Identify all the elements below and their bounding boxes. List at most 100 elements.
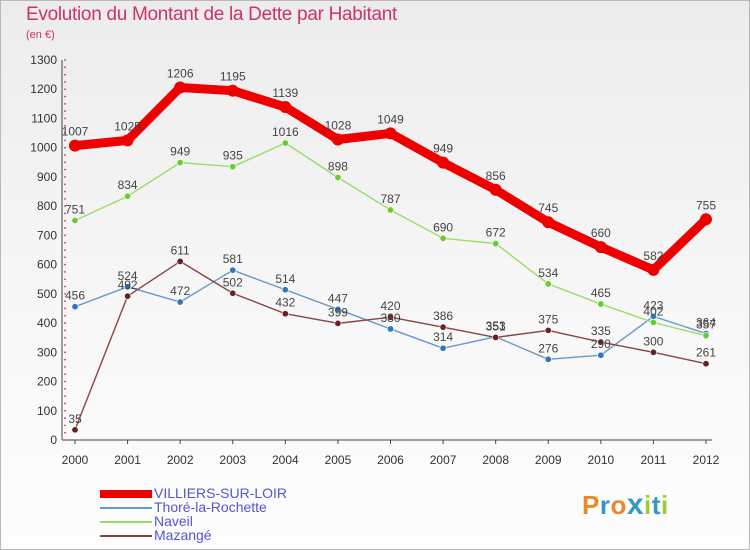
data-point-villiers-sur-loir xyxy=(69,139,81,152)
y-minor-tick xyxy=(64,219,66,222)
data-label-villiers-sur-loir: 1195 xyxy=(220,70,246,84)
y-minor-tick xyxy=(64,271,66,273)
data-point-thor-la-rochette xyxy=(281,286,289,294)
data-point-thor-la-rochette xyxy=(71,303,79,311)
data-label-thor-la-rochette: 314 xyxy=(433,330,453,344)
legend-item: VILLIERS-SUR-LOIR xyxy=(100,485,360,502)
data-point-mazang- xyxy=(176,257,184,265)
legend-item: Naveil xyxy=(100,513,360,530)
y-minor-tick xyxy=(64,439,66,441)
data-label-naveil: 465 xyxy=(591,286,611,300)
data-point-naveil xyxy=(176,159,184,167)
data-point-villiers-sur-loir xyxy=(174,81,187,94)
data-label-thor-la-rochette: 353 xyxy=(486,319,506,333)
data-label-villiers-sur-loir: 660 xyxy=(591,226,611,240)
data-label-thor-la-rochette: 447 xyxy=(328,291,348,305)
y-minor-tick xyxy=(64,387,66,390)
y-minor-tick xyxy=(64,285,66,288)
data-label-villiers-sur-loir: 755 xyxy=(696,198,716,212)
y-minor-tick xyxy=(64,402,66,405)
logo-letter: r xyxy=(599,490,611,520)
y-minor-tick xyxy=(64,168,66,171)
data-label-thor-la-rochette: 364 xyxy=(696,316,716,330)
data-label-villiers-sur-loir: 1139 xyxy=(272,86,298,100)
x-tick-label: 2004 xyxy=(272,453,299,467)
y-minor-tick xyxy=(64,351,66,354)
data-label-villiers-sur-loir: 582 xyxy=(643,249,663,263)
x-tick-label: 2009 xyxy=(535,453,562,467)
data-label-mazang-: 35 xyxy=(68,412,82,426)
data-point-naveil xyxy=(386,206,394,214)
chart-title: Evolution du Montant de la Dette par Hab… xyxy=(26,4,397,25)
y-minor-tick xyxy=(64,366,66,368)
y-tick-label: 400 xyxy=(37,316,57,330)
y-tick-label: 600 xyxy=(37,258,57,272)
data-point-naveil xyxy=(544,280,552,288)
data-point-villiers-sur-loir xyxy=(489,183,502,196)
y-tick-label: 500 xyxy=(37,287,57,301)
logo-letter: i xyxy=(644,490,652,520)
data-point-mazang- xyxy=(124,292,132,300)
x-tick-label: 2005 xyxy=(325,453,352,467)
x-tick-label: 2006 xyxy=(377,453,404,467)
data-point-thor-la-rochette xyxy=(176,298,184,306)
data-label-mazang-: 335 xyxy=(591,324,611,338)
x-tick-label: 2008 xyxy=(482,453,509,467)
logo-letter: o xyxy=(610,490,627,520)
data-point-naveil xyxy=(492,240,500,248)
y-minor-tick xyxy=(64,59,66,61)
data-label-naveil: 787 xyxy=(380,192,400,206)
y-minor-tick xyxy=(64,234,66,237)
data-label-villiers-sur-loir: 1025 xyxy=(114,119,141,133)
data-point-villiers-sur-loir xyxy=(700,213,712,226)
data-label-thor-la-rochette: 524 xyxy=(118,269,138,283)
data-label-villiers-sur-loir: 1049 xyxy=(377,112,404,126)
y-minor-tick xyxy=(64,95,66,98)
data-label-naveil: 690 xyxy=(433,220,453,234)
y-minor-tick xyxy=(64,117,66,120)
y-minor-tick xyxy=(64,431,66,434)
logo-letter: P xyxy=(582,490,600,520)
y-minor-tick xyxy=(64,205,66,208)
x-tick-label: 2011 xyxy=(641,453,667,467)
y-minor-tick xyxy=(64,358,66,361)
y-minor-tick xyxy=(64,300,66,303)
y-tick-label: 1000 xyxy=(30,141,57,155)
y-minor-tick xyxy=(64,278,66,281)
data-point-villiers-sur-loir xyxy=(594,241,607,254)
logo-letter: t xyxy=(651,490,661,520)
data-label-villiers-sur-loir: 1206 xyxy=(167,66,194,80)
data-point-mazang- xyxy=(544,326,552,334)
data-label-thor-la-rochette: 290 xyxy=(591,337,611,351)
y-minor-tick xyxy=(64,183,66,186)
legend-swatch xyxy=(100,507,152,509)
data-label-villiers-sur-loir: 856 xyxy=(486,169,506,183)
data-label-naveil: 534 xyxy=(538,266,558,280)
y-minor-tick xyxy=(64,176,66,178)
data-label-mazang-: 351 xyxy=(486,319,506,333)
data-point-thor-la-rochette xyxy=(334,305,342,313)
data-point-thor-la-rochette xyxy=(439,344,447,352)
y-minor-tick xyxy=(64,66,66,69)
data-point-mazang- xyxy=(649,348,657,356)
data-point-mazang- xyxy=(439,323,447,331)
data-point-mazang- xyxy=(71,426,79,434)
y-minor-tick xyxy=(64,336,66,339)
data-label-mazang-: 502 xyxy=(223,275,243,289)
data-point-villiers-sur-loir xyxy=(121,134,134,147)
data-label-naveil: 898 xyxy=(328,160,348,174)
data-label-mazang-: 261 xyxy=(696,346,716,360)
y-minor-tick xyxy=(64,146,66,149)
data-label-naveil: 402 xyxy=(643,304,663,318)
legend-item: Mazangé xyxy=(100,527,360,544)
y-minor-tick xyxy=(64,161,66,164)
data-label-naveil: 1016 xyxy=(272,125,299,139)
data-point-naveil xyxy=(71,216,79,224)
data-point-naveil xyxy=(229,163,237,171)
y-minor-tick xyxy=(64,102,66,105)
y-minor-tick xyxy=(64,424,66,427)
data-label-naveil: 357 xyxy=(696,318,716,332)
data-label-mazang-: 375 xyxy=(538,312,558,326)
data-point-naveil xyxy=(649,318,657,326)
legend-item: Thoré-la-Rochette xyxy=(100,499,360,516)
